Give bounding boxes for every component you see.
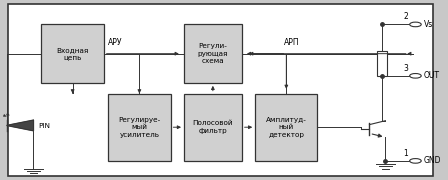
- Bar: [377, 51, 387, 76]
- Bar: [255, 94, 318, 161]
- Text: АРУ: АРУ: [108, 38, 123, 47]
- Circle shape: [409, 73, 421, 78]
- Text: PIN: PIN: [38, 123, 50, 129]
- Text: Полосовой
фильтр: Полосовой фильтр: [193, 120, 233, 134]
- Text: 1: 1: [404, 149, 408, 158]
- Polygon shape: [7, 120, 34, 131]
- Text: OUT: OUT: [423, 71, 439, 80]
- Bar: [42, 24, 104, 83]
- Text: Регули-
рующая
схема: Регули- рующая схема: [198, 43, 228, 64]
- Circle shape: [409, 22, 421, 27]
- Bar: [184, 24, 242, 83]
- Text: 3: 3: [404, 64, 408, 73]
- Text: 2: 2: [404, 12, 408, 21]
- Text: GND: GND: [423, 156, 441, 165]
- Text: Vs: Vs: [423, 20, 433, 29]
- Circle shape: [409, 159, 421, 163]
- Text: Регулируе-
мый
усилитель: Регулируе- мый усилитель: [118, 117, 160, 138]
- Text: АРП: АРП: [284, 38, 300, 47]
- Bar: [184, 94, 242, 161]
- Text: Амплитуд-
ный
детектор: Амплитуд- ный детектор: [266, 117, 307, 138]
- Bar: [108, 94, 171, 161]
- Text: Входная
цепь: Входная цепь: [56, 47, 89, 60]
